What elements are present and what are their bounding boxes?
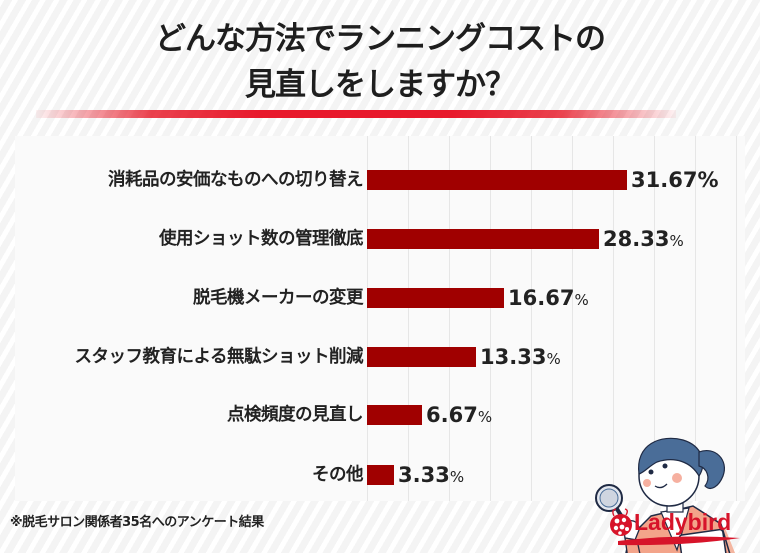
percent-sign: % bbox=[697, 168, 719, 192]
value-label: 6.67% bbox=[426, 400, 492, 430]
category-label: 脱毛機メーカーの変更 bbox=[193, 288, 364, 308]
gridline bbox=[736, 136, 737, 501]
logo-text: Ladybird bbox=[634, 509, 732, 535]
value-number: 13.33 bbox=[480, 345, 547, 369]
gridline bbox=[572, 136, 573, 501]
gridline bbox=[490, 136, 491, 501]
value-number: 28.33 bbox=[603, 227, 670, 251]
percent-sign: % bbox=[546, 350, 561, 368]
bar bbox=[367, 465, 394, 485]
value-label: 3.33% bbox=[398, 460, 464, 490]
bar-row: 脱毛機メーカーの変更 16.67% bbox=[15, 283, 745, 313]
gridline bbox=[449, 136, 450, 501]
bar bbox=[367, 170, 627, 190]
chart-title-line-1: どんな方法でランニングコストの bbox=[155, 21, 606, 57]
bar-row: 消耗品の安価なものへの切り替え 31.67% bbox=[15, 165, 745, 195]
value-label: 31.67% bbox=[631, 165, 718, 195]
gridline bbox=[654, 136, 655, 501]
ladybug-icon bbox=[610, 508, 632, 536]
category-label: その他 bbox=[312, 465, 364, 485]
chart-title: どんな方法でランニングコストの 見直しをしますか？ bbox=[0, 16, 760, 108]
value-label: 16.67% bbox=[508, 283, 589, 313]
value-number: 3.33 bbox=[398, 463, 450, 487]
ladybird-logo: Ladybird bbox=[608, 508, 742, 548]
bar-row: 点検頻度の見直し 6.67% bbox=[15, 400, 745, 430]
bar bbox=[367, 229, 599, 249]
category-label: 点検頻度の見直し bbox=[227, 405, 364, 425]
percent-sign: % bbox=[477, 408, 493, 426]
percent-sign: % bbox=[449, 468, 465, 486]
chart-panel: 消耗品の安価なものへの切り替え 31.67% 使用ショット数の管理徹底 28.33% 脱… bbox=[15, 136, 745, 553]
bar bbox=[367, 347, 476, 367]
percent-sign: % bbox=[669, 232, 684, 250]
value-number: 31.67 bbox=[631, 168, 698, 192]
category-label: スタッフ教育による無駄ショット削減 bbox=[74, 347, 364, 367]
bar bbox=[367, 288, 504, 308]
title-underline bbox=[36, 110, 676, 118]
gridline bbox=[367, 136, 368, 501]
value-number: 6.67 bbox=[426, 403, 478, 427]
bar-row: 使用ショット数の管理徹底 28.33% bbox=[15, 224, 745, 254]
category-label: 使用ショット数の管理徹底 bbox=[159, 229, 364, 249]
value-label: 13.33% bbox=[480, 342, 561, 372]
survey-footnote: ※脱毛サロン関係者35名へのアンケート結果 bbox=[10, 515, 264, 530]
woman-with-magnifying-glass-illustration bbox=[595, 437, 735, 553]
gridline bbox=[613, 136, 614, 501]
value-label: 28.33% bbox=[603, 224, 684, 254]
bar bbox=[367, 405, 422, 425]
gridline bbox=[531, 136, 532, 501]
percent-sign: % bbox=[574, 291, 589, 309]
gridline bbox=[695, 136, 696, 501]
bar-row: その他 3.33% bbox=[15, 460, 745, 490]
value-number: 16.67 bbox=[508, 286, 575, 310]
category-label: 消耗品の安価なものへの切り替え bbox=[108, 170, 364, 190]
gridline bbox=[408, 136, 409, 501]
chart-title-line-2: 見直しをしますか？ bbox=[245, 67, 516, 103]
bar-row: スタッフ教育による無駄ショット削減 13.33% bbox=[15, 342, 745, 372]
